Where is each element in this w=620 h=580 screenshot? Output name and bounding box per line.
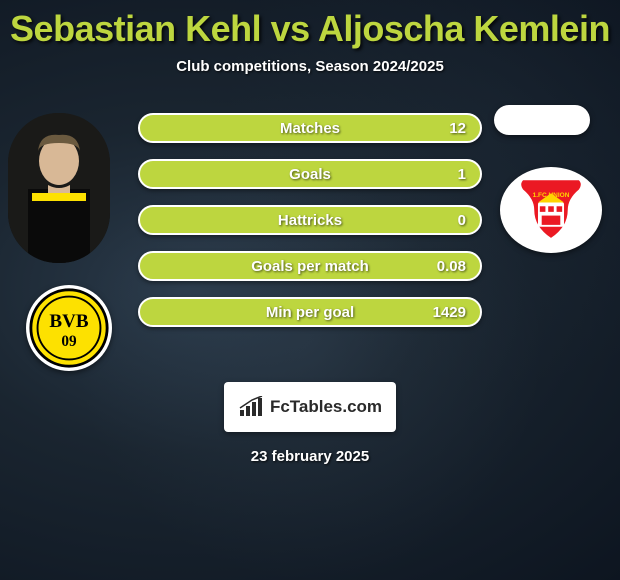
stat-row-mpg: Min per goal 1429 <box>138 297 482 327</box>
player-photo-right-placeholder <box>494 105 590 135</box>
stat-row-matches: Matches 12 <box>138 113 482 143</box>
stat-value: 12 <box>449 120 466 137</box>
stat-value: 1 <box>458 166 466 183</box>
union-logo-icon: 1.FC UNION <box>503 170 599 250</box>
stat-row-hattricks: Hattricks 0 <box>138 205 482 235</box>
svg-text:BVB: BVB <box>49 311 88 332</box>
svg-text:09: 09 <box>61 333 77 350</box>
stat-label: Goals per match <box>251 258 369 275</box>
brand-badge: FcTables.com <box>224 382 396 432</box>
stat-row-goals: Goals 1 <box>138 159 482 189</box>
stats-area: BVB 09 1.FC UNION Match <box>0 113 620 393</box>
stat-value: 0 <box>458 212 466 229</box>
club-logo-right: 1.FC UNION <box>500 167 602 253</box>
stat-row-gpm: Goals per match 0.08 <box>138 251 482 281</box>
player-avatar-icon <box>8 113 110 263</box>
stat-label: Min per goal <box>266 304 354 321</box>
stat-pills: Matches 12 Goals 1 Hattricks 0 Goals per… <box>138 113 482 343</box>
chart-icon <box>238 396 264 418</box>
stat-label: Hattricks <box>278 212 342 229</box>
stat-value: 1429 <box>433 304 466 321</box>
brand-text: FcTables.com <box>270 397 382 417</box>
footer-date: 23 february 2025 <box>0 448 620 465</box>
club-logo-left: BVB 09 <box>26 285 112 371</box>
content-wrapper: Sebastian Kehl vs Aljoscha Kemlein Club … <box>0 0 620 580</box>
stat-label: Goals <box>289 166 331 183</box>
stat-label: Matches <box>280 120 340 137</box>
stat-value: 0.08 <box>437 258 466 275</box>
player-photo-left <box>8 113 110 263</box>
page-subtitle: Club competitions, Season 2024/2025 <box>0 58 620 75</box>
page-title: Sebastian Kehl vs Aljoscha Kemlein <box>0 0 620 50</box>
bvb-logo-icon: BVB 09 <box>28 287 110 369</box>
